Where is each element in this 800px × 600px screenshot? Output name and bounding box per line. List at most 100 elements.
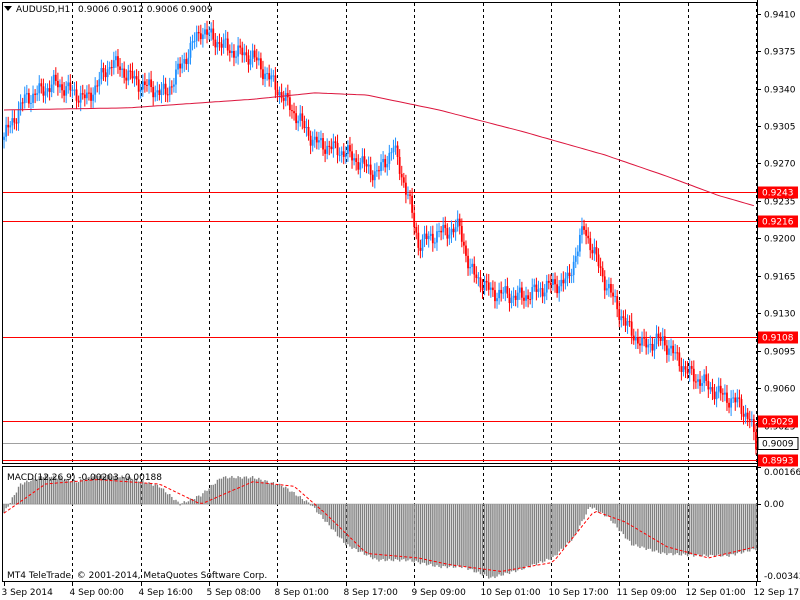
candle bbox=[547, 274, 550, 290]
candle bbox=[694, 374, 697, 389]
candle bbox=[460, 218, 463, 248]
candle bbox=[752, 414, 755, 441]
candle bbox=[88, 84, 90, 101]
candle bbox=[121, 62, 124, 79]
candle bbox=[257, 51, 260, 66]
candle bbox=[59, 79, 61, 93]
candle bbox=[214, 33, 217, 56]
candle bbox=[241, 41, 244, 63]
candle bbox=[653, 338, 656, 359]
candle bbox=[560, 273, 563, 292]
candle bbox=[419, 239, 422, 259]
candle bbox=[243, 43, 246, 63]
candle bbox=[317, 131, 320, 150]
candle bbox=[67, 74, 70, 94]
candle bbox=[647, 338, 650, 355]
candle bbox=[570, 268, 573, 284]
candle bbox=[309, 130, 312, 155]
candle bbox=[518, 279, 521, 300]
candle bbox=[649, 335, 652, 353]
candle bbox=[125, 69, 128, 89]
x-tick-label: 4 Sep 16:00 bbox=[139, 588, 194, 598]
candle bbox=[545, 274, 548, 301]
y-tick-label: 0.9305 bbox=[764, 123, 796, 133]
candle bbox=[326, 138, 329, 160]
candle bbox=[297, 115, 300, 132]
candle bbox=[566, 266, 569, 287]
candle bbox=[595, 240, 598, 262]
candle bbox=[162, 75, 165, 96]
candle bbox=[11, 110, 14, 134]
candle bbox=[442, 217, 445, 240]
level-tag-label: 0.9029 bbox=[762, 418, 794, 428]
candle bbox=[438, 222, 440, 238]
x-tick-label: 8 Sep 17:00 bbox=[344, 588, 399, 598]
collapse-triangle-icon[interactable] bbox=[4, 6, 12, 11]
candle bbox=[421, 234, 424, 258]
x-tick-label: 9 Sep 09:00 bbox=[412, 588, 467, 598]
candle bbox=[556, 275, 559, 298]
candle bbox=[266, 67, 269, 81]
x-tick-label: 10 Sep 01:00 bbox=[481, 588, 541, 598]
candle bbox=[71, 84, 74, 99]
macd-y-tick-label: 0.00 bbox=[764, 500, 784, 510]
level-tag-label: 0.9216 bbox=[762, 218, 794, 228]
candle bbox=[578, 228, 581, 257]
candle bbox=[73, 81, 76, 96]
candle bbox=[114, 50, 117, 68]
candle bbox=[607, 277, 610, 297]
candle bbox=[148, 72, 150, 94]
candle bbox=[713, 384, 716, 405]
candle bbox=[199, 24, 202, 45]
candle bbox=[83, 89, 86, 107]
candle bbox=[655, 325, 658, 350]
candle bbox=[719, 378, 722, 401]
candle bbox=[13, 110, 16, 130]
candle bbox=[69, 74, 72, 97]
candle bbox=[686, 361, 689, 379]
candle bbox=[367, 156, 370, 174]
candle bbox=[564, 272, 567, 290]
candle bbox=[502, 287, 505, 299]
candle bbox=[117, 49, 119, 74]
candle bbox=[591, 243, 594, 260]
level-tag bbox=[758, 186, 798, 199]
candle bbox=[471, 258, 474, 274]
candle bbox=[65, 81, 68, 104]
candle bbox=[79, 85, 82, 112]
candle bbox=[251, 43, 254, 68]
candle bbox=[750, 411, 753, 427]
candle bbox=[670, 338, 672, 356]
candle bbox=[707, 373, 710, 398]
candle bbox=[127, 64, 130, 86]
candle bbox=[330, 138, 333, 154]
candle bbox=[378, 165, 380, 180]
candle bbox=[268, 64, 271, 87]
candle bbox=[630, 313, 633, 345]
candle bbox=[440, 226, 443, 241]
candle bbox=[603, 270, 606, 299]
y-tick-label: 0.9200 bbox=[764, 235, 796, 245]
candle bbox=[280, 83, 283, 103]
candle bbox=[398, 149, 401, 181]
candle bbox=[382, 151, 385, 171]
candle bbox=[272, 69, 275, 82]
candle bbox=[581, 217, 583, 244]
y-tick-label: 0.9340 bbox=[764, 86, 796, 96]
candle bbox=[249, 50, 252, 71]
y-tick-label: 0.9165 bbox=[764, 273, 796, 283]
y-tick-label: 0.9410 bbox=[764, 11, 796, 21]
level-tag bbox=[758, 454, 798, 467]
candle bbox=[491, 280, 494, 297]
candle bbox=[141, 74, 144, 97]
candle bbox=[732, 389, 735, 403]
candle bbox=[44, 83, 47, 104]
candle bbox=[139, 83, 142, 99]
candle bbox=[334, 136, 337, 149]
candle bbox=[400, 165, 403, 186]
candle bbox=[641, 331, 643, 352]
candle bbox=[226, 31, 229, 56]
